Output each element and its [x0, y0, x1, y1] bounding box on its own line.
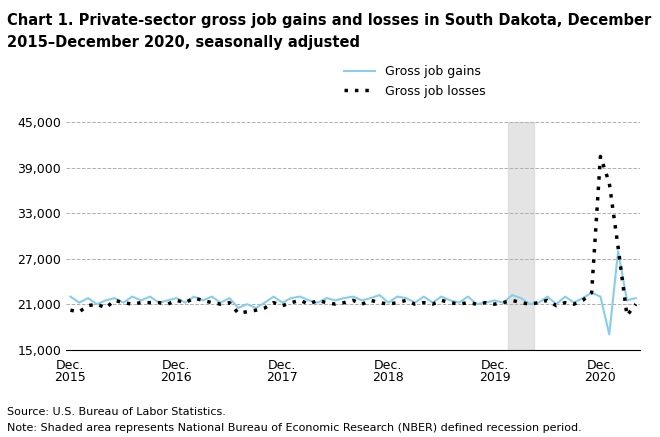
Text: 2018: 2018	[372, 371, 405, 384]
Legend: Gross job gains, Gross job losses: Gross job gains, Gross job losses	[339, 60, 490, 103]
Text: Source: U.S. Bureau of Labor Statistics.: Source: U.S. Bureau of Labor Statistics.	[7, 407, 226, 417]
Text: 2015–December 2020, seasonally adjusted: 2015–December 2020, seasonally adjusted	[7, 35, 360, 50]
Text: Dec.: Dec.	[56, 360, 84, 372]
Text: Dec.: Dec.	[268, 360, 296, 372]
Text: Dec.: Dec.	[374, 360, 403, 372]
Text: 2016: 2016	[160, 371, 192, 384]
Bar	[508, 122, 534, 350]
Text: 2017: 2017	[267, 371, 298, 384]
Text: 2020: 2020	[585, 371, 616, 384]
Text: Chart 1. Private-sector gross job gains and losses in South Dakota, December: Chart 1. Private-sector gross job gains …	[7, 13, 651, 28]
Text: 2019: 2019	[478, 371, 510, 384]
Text: Dec.: Dec.	[480, 360, 509, 372]
Text: Dec.: Dec.	[162, 360, 191, 372]
Text: Note: Shaded area represents National Bureau of Economic Research (NBER) defined: Note: Shaded area represents National Bu…	[7, 423, 581, 433]
Text: 2015: 2015	[55, 371, 86, 384]
Text: Dec.: Dec.	[586, 360, 614, 372]
